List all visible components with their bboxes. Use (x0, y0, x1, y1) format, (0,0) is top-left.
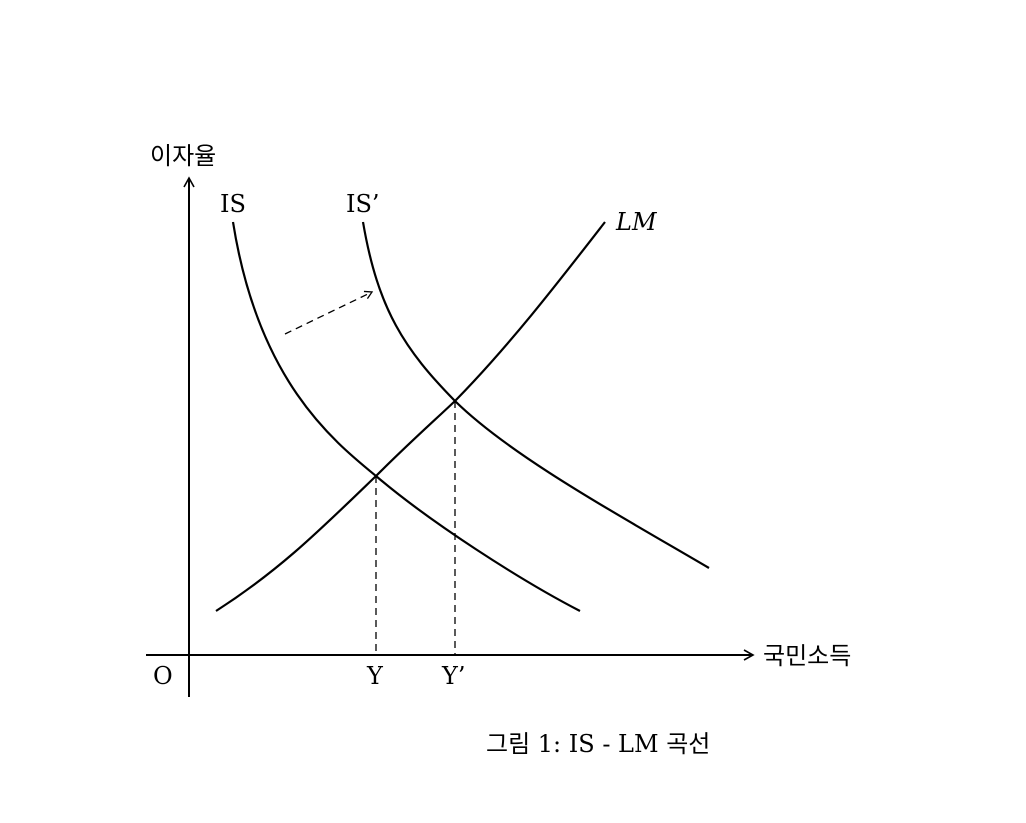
lm-curve-label: LM (615, 208, 658, 236)
y-shifted-tick-label: Y’ (441, 662, 465, 690)
is-shifted-curve (361, 221, 710, 569)
is-curve (231, 221, 581, 612)
is-curve-label: IS (220, 190, 246, 218)
figure-caption: 그림 1: IS - LM 곡선 (486, 730, 711, 758)
shift-arrow (284, 290, 374, 335)
y-axis-label: 이자율 (150, 142, 216, 170)
x-axis-label: 국민소득 (763, 642, 851, 670)
origin-label: O (153, 662, 173, 690)
lm-curve (215, 221, 606, 612)
y-tick-label: Y (366, 662, 384, 690)
is-shifted-curve-label: IS’ (346, 190, 380, 218)
